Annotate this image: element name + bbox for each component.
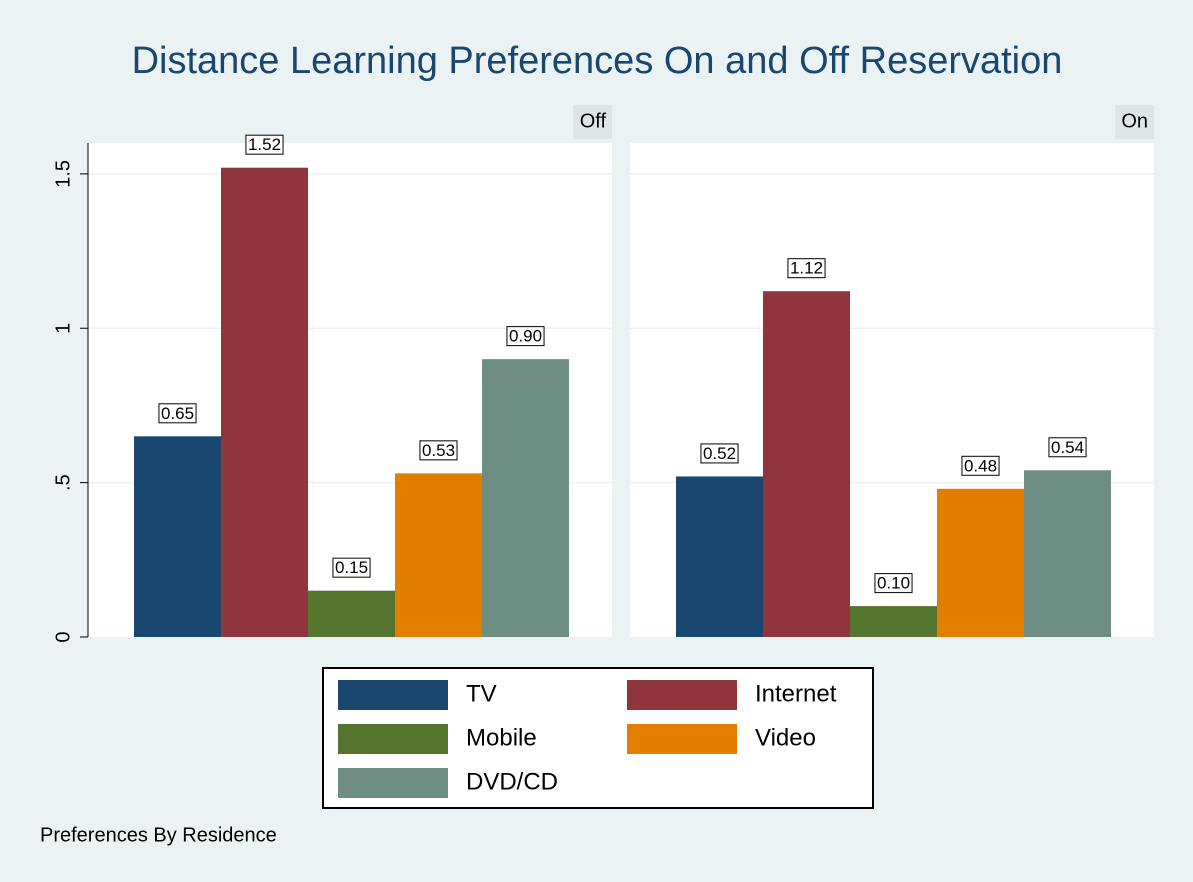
panel-label: On: [1121, 110, 1148, 132]
legend-label: Video: [755, 724, 816, 751]
panel-label: Off: [580, 110, 607, 132]
legend-swatch: [338, 724, 448, 754]
bar: [1024, 470, 1111, 637]
legend-label: Mobile: [466, 724, 537, 751]
legend-swatch: [338, 768, 448, 798]
y-tick-label: 0: [52, 631, 74, 642]
legend-swatch: [627, 680, 737, 710]
value-label: 0.65: [161, 404, 194, 423]
bar: [482, 359, 569, 637]
legend-label: Internet: [755, 680, 837, 707]
bar: [850, 606, 937, 637]
value-label-box: [787, 258, 826, 279]
value-label: 0.52: [703, 444, 736, 463]
value-label-box: [874, 573, 913, 594]
bar: [676, 476, 763, 637]
value-label: 0.48: [964, 456, 997, 475]
value-label-box: [961, 455, 1000, 476]
y-tick-label: .5: [52, 474, 74, 491]
bar: [763, 291, 850, 637]
value-label-box: [506, 326, 545, 347]
chart-note: Preferences By Residence: [40, 824, 277, 846]
panel-strip: [573, 105, 612, 139]
value-label: 0.54: [1051, 438, 1084, 457]
bar: [134, 436, 221, 637]
value-label-box: [419, 440, 458, 461]
value-label-box: [332, 557, 371, 578]
bar: [308, 590, 395, 637]
value-label: 1.52: [248, 135, 281, 154]
bar: [221, 167, 308, 637]
value-label-box: [245, 134, 284, 155]
legend-swatch: [338, 680, 448, 710]
value-label: 0.90: [509, 327, 542, 346]
y-tick-label: 1.5: [52, 160, 74, 188]
legend-label: TV: [466, 680, 497, 707]
chart-title: Distance Learning Preferences On and Off…: [132, 40, 1063, 82]
legend-label: DVD/CD: [466, 768, 558, 795]
y-tick-label: 1: [52, 323, 74, 334]
value-label: 0.53: [422, 441, 455, 460]
value-label-box: [158, 403, 197, 424]
value-label: 1.12: [790, 259, 823, 278]
value-label-box: [1048, 437, 1087, 458]
bar: [937, 488, 1024, 637]
panel-strip: [1115, 105, 1154, 139]
value-label: 0.10: [877, 574, 910, 593]
bar: [395, 473, 482, 637]
value-label: 0.15: [335, 558, 368, 577]
value-label-box: [700, 443, 739, 464]
legend-swatch: [627, 724, 737, 754]
